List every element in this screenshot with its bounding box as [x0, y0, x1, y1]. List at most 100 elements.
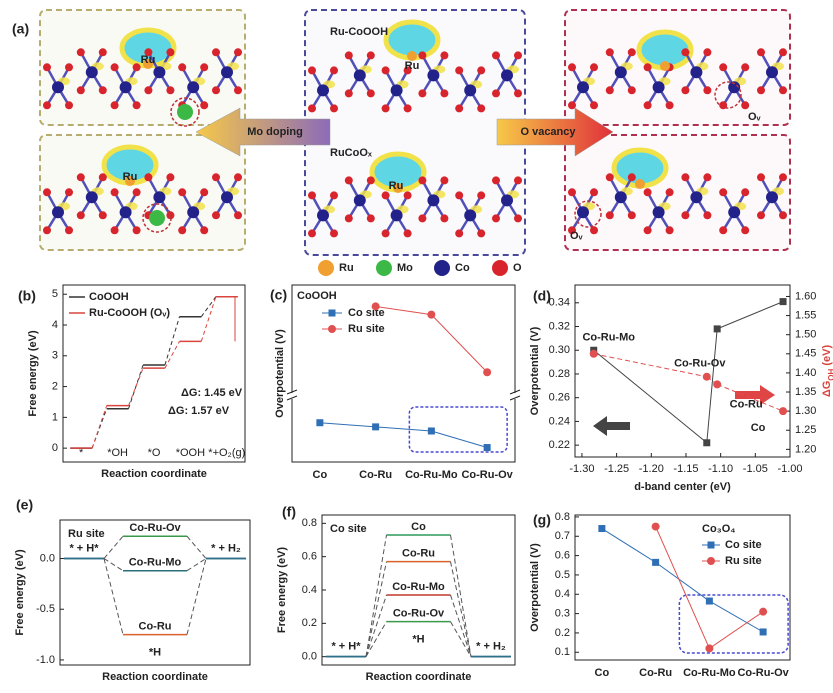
axis-break	[288, 393, 296, 399]
oxygen-atom	[514, 51, 522, 60]
arrow	[195, 107, 331, 157]
panel-label: (a)	[12, 21, 29, 37]
panel-label: (g)	[533, 512, 551, 528]
series-label: Co-Ru-Mo	[392, 581, 445, 593]
box	[564, 134, 791, 251]
marker	[702, 372, 711, 381]
state-label: * + H₂	[476, 641, 506, 653]
oxygen-atom	[366, 51, 375, 60]
cobalt-atom	[766, 191, 778, 204]
structure	[43, 27, 242, 110]
oxygen-atom	[65, 63, 73, 72]
cobalt-atom	[390, 209, 403, 222]
oxygen-atom	[403, 191, 412, 200]
cobalt-atom	[390, 84, 403, 97]
series-label: Co-Ru-Ov	[393, 608, 445, 620]
oxygen-atom	[76, 211, 85, 220]
cobalt-atom	[187, 81, 200, 94]
y-axis-label: Overpotential (V)	[529, 326, 541, 415]
oxygen-atom	[132, 226, 141, 235]
oxygen-atom	[212, 48, 220, 57]
y-tick-label: 0.4	[555, 588, 570, 600]
oxygen-atom	[605, 86, 614, 95]
oxygen-atom	[643, 63, 652, 72]
y-tick-label: 0	[52, 442, 58, 454]
oxygen-atom	[779, 86, 787, 95]
oxygen-atom	[403, 104, 412, 113]
oxygen-atom	[344, 214, 353, 223]
y-tick-label: 1.50	[795, 329, 816, 341]
series-line	[706, 328, 718, 443]
oxygen-atom	[440, 214, 449, 223]
x-tick-label: Co	[313, 469, 328, 481]
structure	[568, 147, 787, 235]
oxygen-atom	[605, 48, 614, 57]
chart-title: CoOOH	[297, 290, 337, 302]
marker	[372, 423, 380, 431]
oxygen-atom	[200, 226, 209, 235]
cobalt-atom	[427, 69, 440, 82]
oxygen-atom	[741, 188, 750, 197]
oxygen-atom	[98, 86, 107, 95]
series-line	[655, 526, 710, 649]
plot-frame	[62, 284, 246, 463]
oxygen-atom	[144, 48, 153, 57]
series-line	[655, 561, 710, 602]
oxygen-atom	[703, 211, 712, 220]
connector	[200, 296, 217, 318]
cobalt-atom	[690, 191, 703, 204]
cobalt-atom	[221, 191, 233, 204]
cobalt-atom	[464, 84, 477, 97]
oxygen-atom	[477, 104, 486, 113]
y-tick-label: 0.34	[549, 297, 570, 309]
connector	[365, 594, 387, 657]
legend-label: Ru site	[348, 323, 385, 335]
y-tick-label: 0.26	[549, 392, 570, 404]
connector	[450, 621, 472, 657]
x-tick-label: *	[79, 447, 84, 459]
series-label: Co	[411, 521, 426, 533]
oxygen-atom	[719, 63, 728, 72]
oxygen-atom	[703, 48, 712, 57]
oxygen-atom	[308, 229, 316, 238]
series-line	[593, 353, 707, 378]
state-label: * + H*	[69, 542, 99, 554]
x-tick-label: *OOH	[176, 447, 205, 459]
annotation: ΔG: 1.57 eV	[168, 405, 230, 417]
axis-break	[509, 395, 521, 401]
oxygen-atom	[665, 101, 674, 110]
panel-label: (c)	[270, 287, 287, 303]
atom-label: Ru	[123, 171, 138, 183]
y-tick-label: 0.8	[555, 511, 570, 523]
series-line	[716, 383, 784, 412]
marker	[651, 522, 660, 531]
panel-label: (d)	[533, 288, 551, 304]
oxygen-atom	[514, 176, 522, 185]
series-label: Co-Ru-Ov	[129, 522, 181, 534]
marker	[705, 644, 714, 653]
oxygen-atom	[212, 211, 220, 220]
x-tick-label: Co-Ru-Ov	[737, 667, 789, 679]
oxygen-atom	[76, 48, 85, 57]
x-tick-label: -1.00	[777, 463, 802, 475]
cobalt-atom	[652, 206, 665, 219]
oxygen-atom	[403, 66, 412, 75]
connector	[450, 534, 472, 657]
oxygen-atom	[779, 173, 787, 182]
y-tick-label: 1.30	[795, 405, 816, 417]
axis-break	[509, 389, 521, 395]
state-label: *H	[149, 646, 161, 658]
oxygen-atom	[144, 86, 153, 95]
oxygen-atom	[98, 211, 107, 220]
marker	[707, 541, 715, 549]
oxygen-atom	[76, 86, 85, 95]
arrow-label: O vacancy	[520, 126, 576, 138]
oxygen-atom	[719, 101, 728, 110]
panel-label: (e)	[16, 497, 33, 513]
oxygen-atom	[590, 226, 598, 235]
box	[39, 134, 246, 251]
oxygen-atom	[779, 48, 787, 57]
y-tick-label: 1.60	[795, 290, 816, 302]
oxygen-atom	[741, 226, 750, 235]
